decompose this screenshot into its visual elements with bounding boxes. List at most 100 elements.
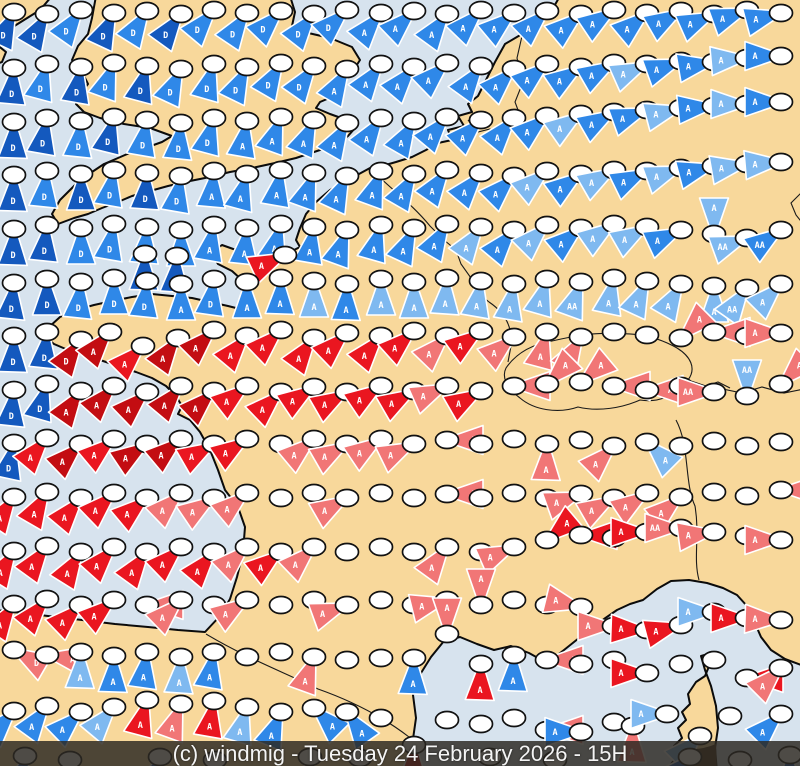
wind-symbol-head (272, 245, 298, 265)
wind-symbol: A (178, 542, 227, 590)
wind-symbol-head (168, 429, 194, 449)
wind-symbol-head (501, 429, 527, 449)
wind-symbol-letter: A (138, 721, 143, 731)
wind-symbol-head (368, 376, 394, 396)
wind-symbol-head (334, 595, 360, 615)
wind-symbol-letter: A (753, 16, 758, 26)
wind-symbol-letter: A (60, 619, 65, 629)
wind-symbol-letter: D (131, 29, 136, 39)
wind-symbol-head (601, 0, 627, 20)
wind-symbol-head (1, 701, 27, 721)
wind-symbol-head (134, 56, 160, 76)
wind-symbol-letter: A (78, 674, 83, 684)
wind-symbol-head (301, 217, 327, 237)
wind-symbol-head (234, 164, 260, 184)
wind-symbol-head (368, 269, 394, 289)
wind-symbol-head (634, 483, 660, 503)
wind-symbol (368, 483, 394, 503)
wind-symbol-letter: A (622, 236, 627, 246)
wind-symbol: A (97, 646, 129, 694)
wind-symbol: A (317, 166, 360, 216)
wind-symbol-head (101, 160, 127, 180)
wind-symbol: A (126, 642, 160, 691)
wind-symbol-head (134, 382, 160, 402)
wind-symbol-head (68, 542, 94, 562)
wind-symbol-letter: A (444, 604, 449, 614)
wind-symbol: A (441, 381, 494, 423)
wind-symbol: A (76, 429, 127, 475)
wind-symbol-head (301, 56, 327, 76)
wind-symbol: AA (677, 376, 727, 408)
wind-symbol-head (168, 537, 194, 557)
wind-symbol: A (48, 542, 94, 592)
wind-symbol-letter: A (160, 614, 165, 624)
wind-symbol-letter: A (290, 398, 295, 408)
wind-symbol (701, 650, 727, 670)
wind-symbol-head (34, 374, 60, 394)
wind-symbol: A (315, 59, 360, 109)
wind-symbol-letter: A (371, 246, 376, 256)
wind-symbol-head (701, 276, 727, 296)
wind-symbol-letter: A (92, 452, 97, 462)
wind-symbol: A (407, 376, 460, 415)
wind-symbol-head (368, 215, 394, 235)
wind-symbol: D (151, 59, 194, 109)
wind-symbol-letter: A (326, 347, 331, 357)
wind-symbol-head (334, 166, 360, 186)
wind-symbol: A (575, 0, 627, 43)
wind-symbol: A (591, 268, 627, 318)
wind-symbol-head (434, 624, 460, 644)
wind-symbol-head (134, 217, 160, 237)
wind-symbol-head (601, 436, 627, 456)
wind-symbol-letter: A (719, 56, 724, 66)
wind-symbol-letter: A (606, 299, 611, 309)
wind-symbol-letter: A (653, 111, 658, 121)
wind-symbol-head (368, 708, 394, 728)
wind-symbol: A (382, 111, 427, 161)
wind-symbol-letter: A (593, 460, 598, 470)
wind-symbol: A (163, 647, 194, 695)
wind-symbol-letter: A (162, 402, 167, 412)
wind-symbol: A (110, 382, 160, 429)
wind-symbol: A (145, 376, 194, 424)
wind-symbol-letter: D (195, 26, 200, 36)
wind-symbol (368, 590, 394, 610)
wind-symbol: D (31, 269, 63, 316)
wind-symbol-letter: A (511, 677, 516, 687)
wind-symbol-letter: A (492, 350, 497, 360)
wind-symbol-head (68, 272, 94, 292)
wind-symbol-letter: A (478, 575, 483, 585)
wind-symbol (434, 710, 460, 730)
wind-symbol-head (168, 4, 194, 24)
wind-symbol: D (65, 218, 97, 265)
wind-symbol-head (534, 269, 560, 289)
wind-symbol-letter: A (362, 352, 367, 362)
wind-symbol-head (768, 3, 794, 23)
wind-symbol-head (334, 542, 360, 562)
wind-symbol-head (168, 166, 194, 186)
wind-symbol-letter: D (9, 305, 14, 315)
wind-symbol: A (242, 542, 294, 587)
wind-symbol-head (501, 3, 527, 23)
wind-symbol-head (634, 663, 660, 683)
wind-symbol (368, 537, 394, 557)
wind-symbol: A (192, 215, 227, 264)
wind-symbol-letter: A (303, 677, 308, 687)
wind-symbol: D (62, 272, 94, 321)
wind-symbol-head (434, 4, 460, 24)
wind-symbol-letter: A (697, 316, 702, 326)
wind-symbol-letter: D (208, 301, 213, 311)
wind-symbol-letter: A (178, 306, 183, 316)
wind-symbol (501, 590, 527, 610)
wind-symbol-letter: A (122, 360, 127, 370)
wind-symbol: D (90, 107, 127, 157)
wind-symbol: A (192, 691, 227, 740)
wind-symbol-head (1, 112, 27, 132)
wind-symbol: A (231, 272, 263, 319)
wind-symbol-head (134, 1, 160, 21)
wind-symbol-letter: A (0, 515, 2, 525)
wind-symbol-head (1, 640, 27, 660)
wind-symbol-head (568, 327, 594, 347)
wind-symbol-letter: D (76, 304, 81, 314)
wind-symbol: A (277, 537, 327, 584)
